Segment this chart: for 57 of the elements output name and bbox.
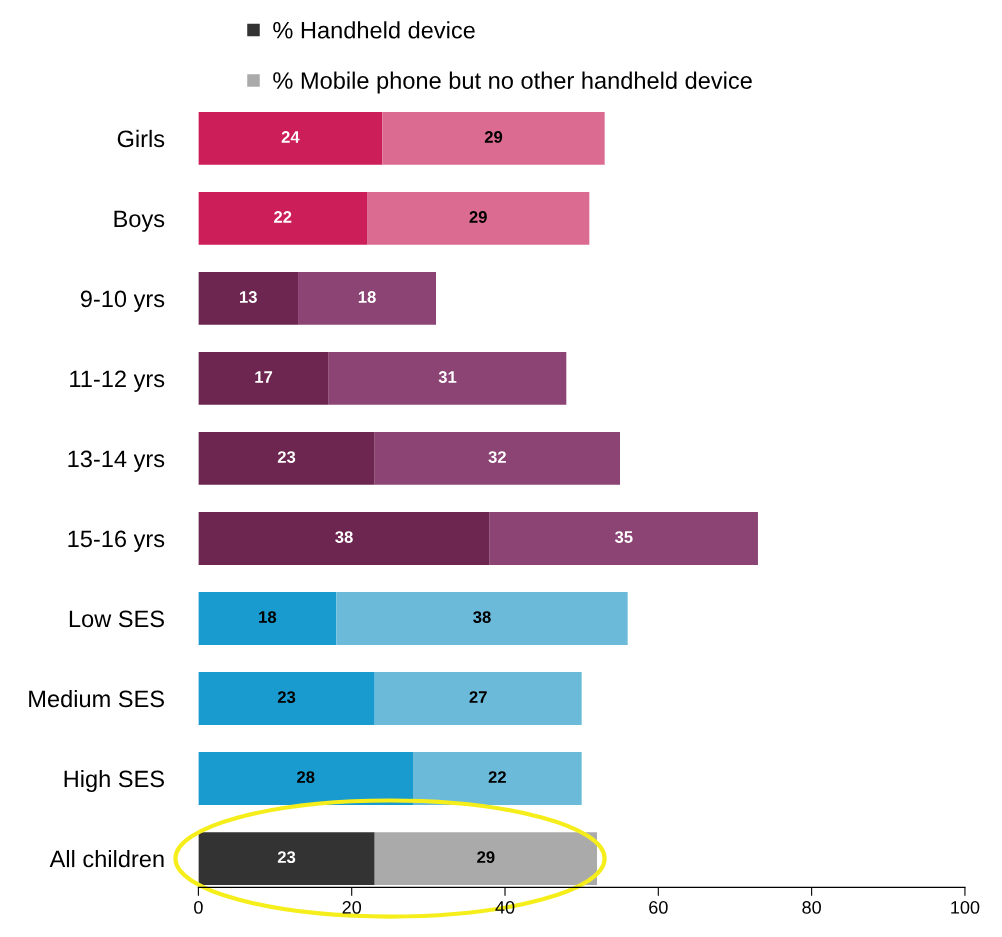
- data-label: 22: [274, 211, 292, 223]
- data-label: 13: [240, 291, 257, 303]
- data-label: 23: [277, 691, 296, 703]
- bar: [198, 672, 375, 725]
- y-tick-label: Medium SES: [29, 689, 164, 708]
- y-tick-label: Low SES: [69, 610, 164, 628]
- data-label: 32: [488, 451, 506, 463]
- x-tick-label: 80: [802, 901, 821, 914]
- bar: [489, 512, 758, 565]
- data-label: 29: [469, 211, 487, 223]
- bar: [198, 512, 490, 565]
- bar: [198, 832, 375, 885]
- data-label: 38: [473, 611, 491, 623]
- data-label: 29: [477, 851, 495, 864]
- data-label: 17: [255, 371, 273, 383]
- bar: [298, 272, 437, 325]
- bar: [367, 192, 590, 245]
- y-tick-label: All children: [49, 849, 164, 868]
- x-tick-label: 100: [951, 901, 980, 914]
- data-label: 38: [335, 531, 353, 543]
- bar: [198, 352, 329, 405]
- x-tick-label: 20: [342, 901, 362, 914]
- x-tick-label: 60: [649, 901, 668, 914]
- data-label: 18: [259, 611, 277, 623]
- y-tick-label: High SES: [64, 769, 164, 792]
- bar: [413, 752, 582, 805]
- data-label: 35: [614, 531, 633, 543]
- data-label: 23: [277, 851, 296, 864]
- data-label: 27: [469, 691, 487, 703]
- bar: [198, 111, 383, 165]
- bar: [198, 592, 337, 645]
- data-label: 29: [484, 131, 503, 143]
- y-tick-label: Girls: [117, 129, 165, 148]
- bar: [198, 432, 375, 485]
- data-label: 24: [281, 131, 300, 143]
- y-tick-label: 13-14 yrs: [68, 450, 165, 472]
- y-tick-label: 9-10 yrs: [80, 290, 165, 312]
- legend-label: % Handheld device: [273, 21, 475, 39]
- y-tick-label: 15-16 yrs: [68, 530, 165, 552]
- data-label: 28: [297, 771, 315, 783]
- bar: [374, 432, 620, 485]
- bar: [328, 352, 567, 405]
- data-label: 31: [438, 371, 457, 383]
- bar: [198, 752, 414, 805]
- y-tick-label: 11-12 yrs: [70, 370, 165, 392]
- bar: [374, 832, 597, 885]
- bar: [382, 111, 605, 165]
- data-label: 18: [358, 291, 376, 303]
- bar: [198, 272, 299, 325]
- bar: [374, 672, 582, 725]
- legend-label: % Mobile phone but no other handheld device: [273, 71, 752, 94]
- bar: [198, 192, 368, 245]
- y-tick-label: Boys: [114, 210, 165, 232]
- x-tick-label: 0: [194, 901, 203, 914]
- data-label: 23: [277, 451, 296, 463]
- data-label: 22: [488, 771, 506, 783]
- bar: [336, 592, 628, 645]
